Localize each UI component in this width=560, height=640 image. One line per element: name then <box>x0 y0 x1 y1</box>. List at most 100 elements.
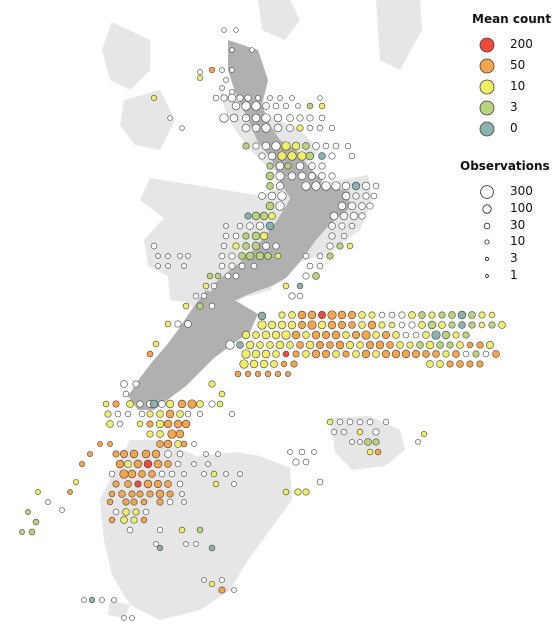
grid-cell-circle <box>349 439 355 445</box>
grid-cell-circle <box>196 302 204 310</box>
grid-cell-circle <box>336 242 344 250</box>
grid-cell-circle <box>275 201 285 211</box>
grid-cell-circle <box>361 181 371 191</box>
grid-cell-circle <box>208 400 216 408</box>
legend-observations-circle <box>483 222 491 230</box>
grid-cell-circle <box>485 340 494 349</box>
grid-cell-circle <box>143 459 153 469</box>
legend-observations-circle <box>485 274 489 278</box>
grid-cell-circle <box>292 350 300 358</box>
grid-cell-circle <box>138 470 146 478</box>
grid-cell-circle <box>181 499 187 505</box>
grid-cell-circle <box>372 331 380 339</box>
legend-observations-circle <box>480 185 494 199</box>
grid-cell-circle <box>335 340 345 350</box>
grid-cell-circle <box>185 253 191 259</box>
grid-cell-circle <box>165 399 175 409</box>
grid-cell-circle <box>143 479 153 489</box>
grid-cell-circle <box>476 341 484 349</box>
grid-cell-circle <box>221 27 227 33</box>
grid-cell-circle <box>492 350 500 358</box>
grid-cell-circle <box>262 102 270 110</box>
grid-cell-circle <box>277 151 287 161</box>
grid-cell-circle <box>420 430 428 438</box>
grid-cell-circle <box>415 439 421 445</box>
grid-cell-circle <box>140 516 148 524</box>
grid-cell-circle <box>267 151 277 161</box>
grid-cell-circle <box>306 114 314 122</box>
grid-cell-circle <box>234 370 242 378</box>
grid-cell-circle <box>155 419 165 429</box>
grid-cell-circle <box>275 181 285 191</box>
grid-cell-circle <box>312 272 320 280</box>
grid-cell-circle <box>306 262 314 270</box>
grid-cell-circle <box>167 115 173 121</box>
grid-cell-circle <box>237 471 243 477</box>
grid-cell-circle <box>297 310 307 320</box>
grid-cell-circle <box>183 541 189 547</box>
grid-cell-circle <box>164 480 172 488</box>
grid-cell-circle <box>482 350 490 358</box>
grid-cell-circle <box>411 349 420 358</box>
grid-cell-circle <box>305 340 315 350</box>
grid-cell-circle <box>288 311 296 319</box>
grid-cell-circle <box>457 310 467 320</box>
grid-cell-circle <box>346 418 354 426</box>
grid-cell-circle <box>318 152 326 160</box>
grid-cell-circle <box>224 272 232 280</box>
grid-cell-circle <box>150 94 158 102</box>
grid-cell-circle <box>358 311 366 319</box>
legend-mean-count-swatch <box>479 79 495 95</box>
grid-cell-circle <box>208 66 216 74</box>
grid-cell-circle <box>302 252 310 260</box>
grid-cell-circle <box>251 211 261 221</box>
grid-cell-circle <box>271 141 281 151</box>
grid-cell-circle <box>272 242 280 250</box>
grid-cell-circle <box>478 321 486 329</box>
grid-cell-circle <box>318 114 326 122</box>
grid-cell-circle <box>156 544 164 552</box>
grid-cell-circle <box>381 330 390 339</box>
grid-cell-circle <box>365 340 374 349</box>
grid-cell-circle <box>241 101 251 111</box>
grid-cell-circle <box>292 458 300 466</box>
grid-cell-circle <box>106 498 114 506</box>
grid-cell-circle <box>154 479 163 488</box>
grid-cell-circle <box>308 162 316 170</box>
grid-cell-circle <box>233 27 239 33</box>
grid-cell-circle <box>267 320 277 330</box>
grid-cell-circle <box>266 182 274 190</box>
grid-cell-circle <box>305 151 315 161</box>
grid-cell-circle <box>348 222 356 230</box>
grid-cell-circle <box>176 410 184 418</box>
grid-cell-circle <box>268 212 276 220</box>
grid-cell-circle <box>448 321 456 329</box>
grid-cell-circle <box>251 113 261 123</box>
grid-cell-circle <box>266 162 274 170</box>
grid-cell-circle <box>181 263 187 269</box>
grid-cell-circle <box>165 263 171 269</box>
grid-cell-circle <box>372 182 380 190</box>
legend-mean-count-label: 10 <box>510 79 526 93</box>
grid-cell-circle <box>238 252 246 260</box>
grid-cell-circle <box>441 330 451 340</box>
grid-cell-circle <box>295 161 305 171</box>
grid-cell-circle <box>249 359 259 369</box>
grid-cell-circle <box>179 491 185 497</box>
grid-cell-circle <box>67 489 73 495</box>
grid-cell-circle <box>326 242 334 250</box>
grid-cell-circle <box>163 419 173 429</box>
grid-cell-circle <box>219 85 225 91</box>
grid-cell-circle <box>228 410 236 418</box>
grid-cell-circle <box>282 282 290 290</box>
land-light-region <box>108 600 130 618</box>
grid-cell-circle <box>258 192 266 200</box>
legend-observations-title: Observations <box>460 159 550 173</box>
grid-cell-circle <box>291 330 301 340</box>
grid-cell-circle <box>442 350 450 358</box>
grid-cell-circle <box>126 400 134 408</box>
grid-cell-circle <box>218 252 226 260</box>
grid-cell-circle <box>280 360 288 368</box>
grid-cell-circle <box>286 341 294 349</box>
grid-cell-circle <box>246 222 254 230</box>
